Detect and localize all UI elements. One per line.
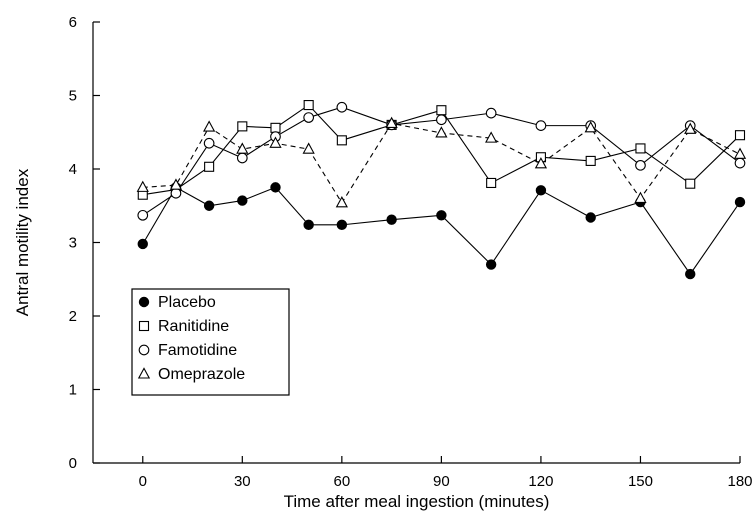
ranitidine-point [204, 161, 215, 172]
omeprazole-point [269, 136, 282, 148]
famotidine-point [635, 159, 646, 171]
placebo-point [137, 238, 148, 250]
legend-famotidine-label: Famotidine [158, 342, 237, 359]
ranitidine-point [486, 177, 497, 189]
placebo-point [734, 196, 746, 208]
placebo-point [485, 259, 497, 270]
famotidine-point [485, 107, 497, 119]
legend: Placebo Ranitidine Famotidine Omeprazole [131, 288, 290, 396]
placebo-point [685, 268, 696, 280]
placebo-point [535, 185, 547, 196]
placebo-line [142, 186, 741, 276]
x-tick-label: 150 [628, 473, 653, 490]
y-tick-label: 5 [69, 88, 77, 105]
legend-placebo-label: Placebo [158, 294, 216, 311]
series-omeprazole [136, 116, 747, 208]
y-tick-label: 3 [69, 235, 77, 252]
omeprazole-point [385, 116, 398, 128]
y-tick-label: 6 [69, 14, 77, 31]
omeprazole-point [203, 120, 216, 132]
x-tick-label: 120 [528, 473, 553, 490]
placebo-point [585, 212, 596, 223]
x-tick-label: 0 [139, 473, 147, 490]
ranitidine-point [270, 122, 281, 133]
omeprazole-point [236, 142, 249, 154]
series-placebo [137, 182, 746, 280]
famotidine-point [203, 137, 215, 149]
ranitidine-point [585, 155, 596, 166]
omeprazole-point [584, 121, 597, 133]
legend-omeprazole-label: Omeprazole [158, 366, 245, 383]
omeprazole-point [684, 122, 697, 134]
omeprazole-point [136, 180, 149, 192]
placebo-point [203, 200, 215, 211]
omeprazole-point [733, 147, 747, 159]
placebo-point [436, 210, 447, 221]
ranitidine-point [303, 100, 314, 111]
omeprazole-point [302, 142, 315, 154]
omeprazole-point [169, 178, 183, 190]
series-layer [136, 100, 747, 280]
famotidine-point [535, 120, 547, 131]
famotidine-point [170, 187, 182, 199]
x-tick-label: 30 [234, 473, 251, 490]
x-axis-title: Time after meal ingestion (minutes) [284, 492, 550, 511]
omeprazole-point [335, 196, 348, 208]
famotidine-point [436, 114, 447, 126]
omeprazole-point [634, 191, 647, 203]
legend-omeprazole-marker [137, 367, 151, 379]
placebo-point [237, 195, 248, 206]
famotidine-point [336, 101, 348, 113]
placebo-point [386, 214, 397, 225]
y-axis-title: Antral motility index [13, 168, 32, 316]
ranitidine-point [336, 135, 347, 146]
y-tick-label: 4 [69, 161, 77, 178]
famotidine-point [734, 157, 746, 169]
legend-famotidine-marker [138, 344, 150, 356]
legend-box [131, 288, 290, 396]
placebo-point [336, 219, 348, 231]
famotidine-point [303, 112, 315, 123]
x-tick-label: 60 [334, 473, 351, 490]
ranitidine-point [237, 121, 248, 132]
placebo-point [303, 219, 314, 231]
legend-ranitidine-marker [138, 320, 150, 332]
legend-placebo-marker [138, 296, 150, 308]
ranitidine-point [685, 178, 696, 189]
ranitidine-point [635, 143, 646, 154]
famotidine-point [236, 152, 248, 164]
omeprazole-point [435, 126, 448, 138]
famotidine-point [137, 209, 149, 221]
omeprazole-point [485, 131, 498, 143]
y-tick-label: 2 [69, 308, 77, 325]
omeprazole-point [534, 157, 548, 169]
y-tick-label: 0 [69, 455, 77, 472]
placebo-point [270, 182, 281, 193]
legend-ranitidine-label: Ranitidine [158, 318, 229, 335]
ranitidine-point [436, 105, 447, 116]
ranitidine-point [734, 130, 746, 141]
x-tick-label: 90 [433, 473, 450, 490]
x-tick-label: 180 [727, 473, 752, 490]
y-tick-label: 1 [69, 382, 77, 399]
